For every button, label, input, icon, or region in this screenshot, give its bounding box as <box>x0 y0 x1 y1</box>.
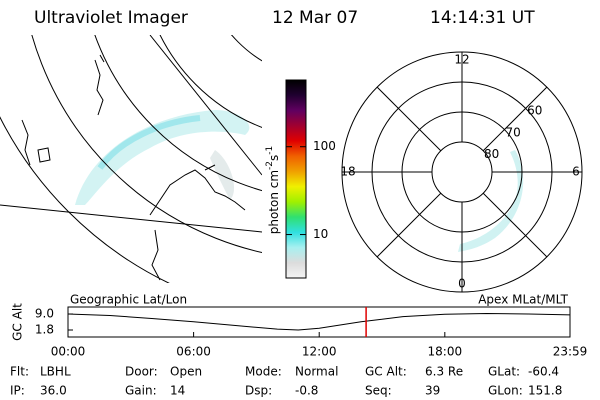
time: 14:14:31 UT <box>430 8 535 28</box>
polar-radial-line <box>482 86 548 152</box>
lat-ring <box>431 141 493 203</box>
info-value: 36.0 <box>40 384 67 398</box>
geo-panel <box>0 35 262 283</box>
polar-radial-line <box>376 192 442 258</box>
coastline <box>94 54 105 116</box>
mlt-label: 18 <box>340 165 355 179</box>
mlt-label: 12 <box>454 53 469 67</box>
lon-line <box>0 204 262 233</box>
x-tick-label: 12:00 <box>302 345 337 359</box>
polar-radial-line <box>482 192 548 258</box>
aurora-polar <box>458 150 524 252</box>
info-value: 39 <box>425 384 440 398</box>
lat-ring <box>401 111 523 233</box>
date: 12 Mar 07 <box>272 8 358 28</box>
x-tick-label: 23:59 <box>553 345 588 359</box>
aurora-geo <box>75 110 250 205</box>
info-value: -60.4 <box>528 365 559 379</box>
x-tick-label: 06:00 <box>176 345 211 359</box>
orbit-altitude-line <box>67 313 571 331</box>
colorbar-tick-label: 100 <box>313 139 336 153</box>
info-key: GC Alt: <box>365 365 407 379</box>
info-key: GLat: <box>488 365 520 379</box>
info-value: Normal <box>295 365 338 379</box>
colorbar-label-text: s <box>267 155 281 161</box>
lon-line <box>149 35 262 176</box>
colorbar-label-text: photon cm <box>267 170 281 234</box>
lat-ring <box>371 81 553 263</box>
lat-label: 70 <box>506 125 521 139</box>
colorbar-label: photon cm-2s-1 <box>265 146 281 235</box>
info-value: 6.3 Re <box>425 365 463 379</box>
info-value: Open <box>170 365 202 379</box>
info-key: Flt: <box>10 365 29 379</box>
polar-radial-line <box>376 86 442 152</box>
colorbar-label-exp: -2 <box>265 161 275 170</box>
lat-label: 80 <box>484 147 499 161</box>
y-tick-label: 1.8 <box>35 323 54 337</box>
y-tick-label: 9.0 <box>35 307 54 321</box>
info-value: 14 <box>170 384 185 398</box>
polar-grid <box>341 51 583 293</box>
mlt-label: 0 <box>458 277 466 291</box>
info-key: GLon: <box>488 384 523 398</box>
info-key: Door: <box>125 365 158 379</box>
coastline <box>149 164 246 281</box>
orbit-ylabel: GC Alt <box>11 303 25 341</box>
info-key: Mode: <box>245 365 282 379</box>
info-value: -0.8 <box>295 384 318 398</box>
colorbar <box>285 79 307 279</box>
x-tick-label: 00:00 <box>51 345 86 359</box>
coastline <box>21 119 51 166</box>
colorbar-label-exp: -1 <box>265 146 275 155</box>
info-key: Dsp: <box>245 384 272 398</box>
lat-circle <box>94 35 262 192</box>
geo-label: Geographic Lat/Lon <box>70 293 187 307</box>
info-key: Gain: <box>125 384 157 398</box>
title: Ultraviolet Imager <box>34 8 188 28</box>
info-value: 151.8 <box>528 384 562 398</box>
lat-label: 60 <box>527 104 542 118</box>
info-value: LBHL <box>40 365 71 379</box>
colorbar-tick-label: 10 <box>313 227 328 241</box>
info-key: IP: <box>10 384 25 398</box>
mlt-label: 6 <box>572 165 580 179</box>
x-tick-label: 18:00 <box>428 345 463 359</box>
apex-label: Apex MLat/MLT <box>478 293 568 307</box>
info-key: Seq: <box>365 384 392 398</box>
